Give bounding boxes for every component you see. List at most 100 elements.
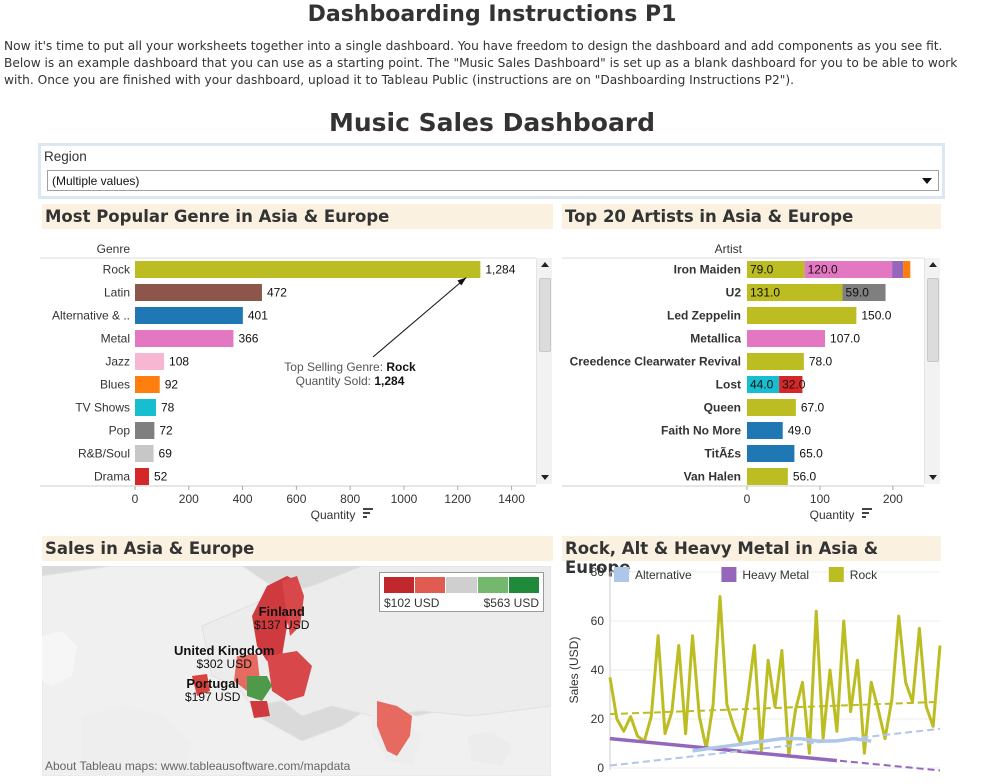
- artist-label: TitÃ£s: [705, 446, 742, 461]
- artist-value-label: 65.0: [799, 447, 823, 461]
- artists-section-title: Top 20 Artists in Asia & Europe: [562, 204, 941, 229]
- genre-x-tick-label: 1000: [391, 492, 418, 506]
- scroll-up-icon[interactable]: [929, 262, 937, 267]
- legend-swatch: [477, 577, 508, 593]
- artist-value-label: 107.0: [830, 332, 860, 346]
- genre-bar[interactable]: [135, 330, 234, 347]
- artist-value-label: 67.0: [801, 401, 825, 415]
- line-section-title: Rock, Alt & Heavy Metal in Asia & Europe: [562, 536, 941, 577]
- artist-bar-segment[interactable]: [804, 261, 893, 278]
- artist-label: Faith No More: [661, 424, 741, 438]
- legend-label: Alternative: [635, 568, 692, 582]
- legend-swatch: [384, 577, 415, 593]
- line-y-tick-label: 80: [591, 565, 605, 579]
- genre-category-label: Drama: [94, 470, 130, 484]
- scroll-thumb[interactable]: [539, 278, 551, 352]
- genre-bar[interactable]: [135, 261, 481, 278]
- artist-label: Iron Maiden: [674, 263, 741, 277]
- artist-label: Led Zeppelin: [667, 309, 741, 323]
- intro-text: Now it's time to put all your worksheets…: [4, 39, 958, 87]
- artist-bar-segment[interactable]: [747, 261, 805, 278]
- scroll-down-icon[interactable]: [541, 475, 549, 480]
- artist-bar-segment[interactable]: [903, 261, 911, 278]
- line-series-rock[interactable]: [608, 595, 942, 758]
- map-label-portugal: Portugal $197 USD: [185, 676, 241, 704]
- genre-x-tick-label: 400: [233, 492, 253, 506]
- artist-label: Queen: [704, 401, 741, 415]
- genre-value-label: 366: [238, 332, 258, 346]
- genre-value-label: 401: [248, 309, 268, 323]
- genre-bar[interactable]: [135, 376, 160, 393]
- artists-bar-chart: Artist Iron Maiden 79.0 120.0 U2 131.0 59.0 Led…: [562, 242, 924, 522]
- artist-bar-segment[interactable]: [747, 353, 804, 370]
- artist-bar-segment[interactable]: [747, 468, 788, 485]
- scroll-thumb[interactable]: [927, 278, 939, 362]
- artist-label: Van Halen: [684, 470, 741, 484]
- artist-value-label: 78.0: [809, 355, 833, 369]
- genre-value-label: 78: [161, 401, 175, 415]
- artist-bar-segment[interactable]: [747, 376, 780, 393]
- artist-bar-segment[interactable]: [747, 422, 783, 439]
- sales-map[interactable]: $102 USD $563 USD Finland $137 USD Unite…: [42, 566, 551, 776]
- chevron-down-icon[interactable]: [922, 178, 932, 184]
- genre-value-label: 1,284: [485, 263, 515, 277]
- line-chart: 0 20 40 60 80 Sales (USD) Alternative Heavy Met…: [567, 565, 942, 775]
- artists-x-tick-label: 0: [744, 492, 751, 506]
- region-select[interactable]: (Multiple values): [47, 170, 939, 191]
- artist-bar-segment[interactable]: [747, 399, 796, 416]
- annotation-genre: Top Selling Genre: Rock: [284, 360, 416, 374]
- genre-bar[interactable]: [135, 445, 154, 462]
- artist-label: Metallica: [690, 332, 741, 346]
- legend-label: Rock: [850, 568, 878, 582]
- artists-dim-header: Artist: [715, 242, 743, 256]
- genre-bar[interactable]: [135, 307, 243, 324]
- artist-label: Creedence Clearwater Revival: [570, 355, 741, 369]
- artist-value-label: 150.0: [861, 309, 891, 323]
- genre-bar[interactable]: [135, 422, 155, 439]
- artist-bar-segment[interactable]: [747, 445, 795, 462]
- genre-scrollbar[interactable]: [536, 258, 552, 484]
- line-y-tick-label: 40: [591, 663, 605, 677]
- genre-value-label: 472: [267, 286, 287, 300]
- legend-swatch: [614, 567, 629, 582]
- genre-category-label: Pop: [109, 424, 131, 438]
- legend-swatch: [508, 577, 540, 593]
- artists-x-axis-title: Quantity: [810, 508, 855, 522]
- artist-bar-segment[interactable]: [892, 261, 904, 278]
- scroll-up-icon[interactable]: [541, 262, 549, 267]
- genre-section-title: Most Popular Genre in Asia & Europe: [42, 204, 553, 229]
- artist-bar-segment[interactable]: [747, 330, 826, 347]
- sort-icon[interactable]: [862, 508, 872, 518]
- genre-x-tick-label: 800: [340, 492, 360, 506]
- artist-label: Lost: [716, 378, 741, 392]
- artist-bar-segment[interactable]: [779, 376, 803, 393]
- genre-value-label: 72: [159, 424, 173, 438]
- map-attribution[interactable]: About Tableau maps: www.tableausoftware.…: [45, 759, 351, 773]
- region-filter-label: Region: [44, 149, 87, 164]
- artist-value-label: 59.0: [846, 286, 870, 300]
- artist-value-label: 44.0: [750, 378, 774, 392]
- region-select-value: (Multiple values): [52, 174, 140, 188]
- artist-value-label: 49.0: [788, 424, 812, 438]
- scroll-down-icon[interactable]: [929, 475, 937, 480]
- genre-bar[interactable]: [135, 468, 149, 485]
- page-title: Dashboarding Instructions P1: [307, 2, 677, 27]
- map-label-uk: United Kingdom $302 USD: [174, 643, 275, 671]
- region-filter: Region (Multiple values): [38, 143, 945, 199]
- genre-category-label: Rock: [103, 263, 131, 277]
- genre-bar[interactable]: [135, 399, 156, 416]
- genre-bar[interactable]: [135, 353, 165, 370]
- artist-bar-segment[interactable]: [842, 284, 886, 301]
- sort-icon[interactable]: [363, 508, 373, 518]
- artist-bar-segment[interactable]: [747, 284, 843, 301]
- genre-x-tick-label: 1200: [444, 492, 471, 506]
- artists-scrollbar[interactable]: [924, 258, 940, 484]
- line-y-tick-label: 60: [591, 614, 605, 628]
- genre-bar[interactable]: [135, 284, 262, 301]
- legend-swatch: [415, 577, 446, 593]
- artist-bar-segment[interactable]: [747, 307, 857, 324]
- genre-x-axis-title: Quantity: [311, 508, 356, 522]
- legend-max: $563 USD: [483, 596, 539, 610]
- map-label-finland: Finland $137 USD: [254, 604, 310, 632]
- artist-value-label: 56.0: [793, 470, 817, 484]
